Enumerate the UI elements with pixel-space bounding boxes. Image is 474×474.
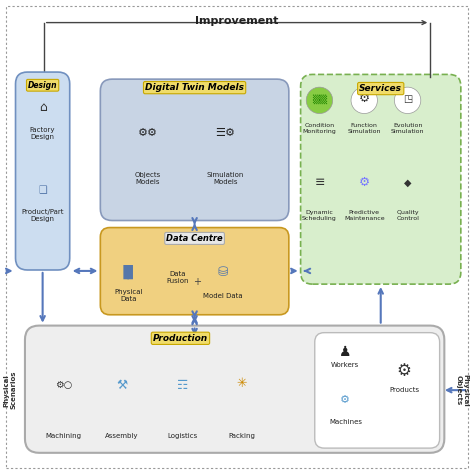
Text: Factory
Design: Factory Design bbox=[30, 127, 55, 140]
Text: Objects
Models: Objects Models bbox=[134, 172, 161, 184]
Text: ⚙: ⚙ bbox=[340, 394, 350, 405]
Text: ▐▌: ▐▌ bbox=[118, 265, 139, 280]
Text: Physical
Scenarios: Physical Scenarios bbox=[3, 371, 17, 410]
Text: ☶: ☶ bbox=[177, 379, 189, 392]
Text: ☰⚙: ☰⚙ bbox=[215, 128, 235, 138]
Circle shape bbox=[351, 87, 377, 114]
Text: +: + bbox=[193, 277, 201, 287]
FancyBboxPatch shape bbox=[25, 326, 444, 453]
Text: Workers: Workers bbox=[331, 362, 359, 368]
FancyBboxPatch shape bbox=[301, 74, 461, 284]
Text: Evolution
Simulation: Evolution Simulation bbox=[391, 123, 424, 134]
Text: Improvement: Improvement bbox=[195, 16, 279, 26]
Text: ⚙: ⚙ bbox=[397, 362, 412, 380]
Text: Production: Production bbox=[153, 334, 208, 343]
Text: Digital Twin Models: Digital Twin Models bbox=[145, 83, 244, 92]
Text: Assembly: Assembly bbox=[105, 433, 138, 439]
Text: Machines: Machines bbox=[329, 419, 362, 425]
FancyBboxPatch shape bbox=[100, 228, 289, 315]
Text: Machining: Machining bbox=[46, 433, 82, 439]
Text: ◆: ◆ bbox=[404, 178, 411, 188]
Text: ⌂: ⌂ bbox=[39, 101, 46, 114]
Text: ⚒: ⚒ bbox=[116, 379, 127, 392]
Text: ❑: ❑ bbox=[38, 185, 47, 195]
Text: ✳: ✳ bbox=[237, 376, 247, 390]
Text: Product/Part
Design: Product/Part Design bbox=[21, 210, 64, 222]
Text: Services: Services bbox=[359, 84, 402, 93]
Text: Logistics: Logistics bbox=[168, 433, 198, 439]
Text: Data Centre: Data Centre bbox=[166, 234, 223, 243]
Text: Condition
Monitoring: Condition Monitoring bbox=[302, 123, 337, 134]
Text: Function
Simulation: Function Simulation bbox=[347, 123, 381, 134]
FancyBboxPatch shape bbox=[16, 72, 70, 270]
Text: ⚙: ⚙ bbox=[359, 176, 370, 189]
FancyBboxPatch shape bbox=[315, 333, 439, 448]
Text: ⚙⚙: ⚙⚙ bbox=[137, 128, 157, 138]
Circle shape bbox=[306, 87, 333, 114]
Text: Packing: Packing bbox=[228, 433, 255, 439]
Text: Predictive
Maintenance: Predictive Maintenance bbox=[344, 210, 384, 221]
Text: ≡: ≡ bbox=[314, 176, 325, 189]
Text: ◳: ◳ bbox=[403, 94, 412, 104]
Text: Model Data: Model Data bbox=[203, 293, 243, 299]
Text: ⚙○: ⚙○ bbox=[55, 381, 72, 391]
Text: ♟: ♟ bbox=[339, 346, 352, 359]
Text: Physical
Objects: Physical Objects bbox=[456, 374, 469, 407]
FancyBboxPatch shape bbox=[100, 79, 289, 220]
Text: Products: Products bbox=[389, 387, 419, 393]
Text: ▒▒: ▒▒ bbox=[312, 94, 327, 104]
Circle shape bbox=[394, 87, 421, 114]
Text: ⛁: ⛁ bbox=[218, 266, 228, 279]
Text: Quality
Control: Quality Control bbox=[396, 210, 419, 221]
Text: Simulation
Models: Simulation Models bbox=[207, 172, 244, 184]
Text: Physical
Data: Physical Data bbox=[114, 290, 143, 302]
Text: Data
Fusion: Data Fusion bbox=[167, 271, 189, 283]
Text: Dynamic
Scheduling: Dynamic Scheduling bbox=[302, 210, 337, 221]
Text: ⚙: ⚙ bbox=[359, 92, 370, 105]
Text: Design: Design bbox=[28, 81, 57, 90]
